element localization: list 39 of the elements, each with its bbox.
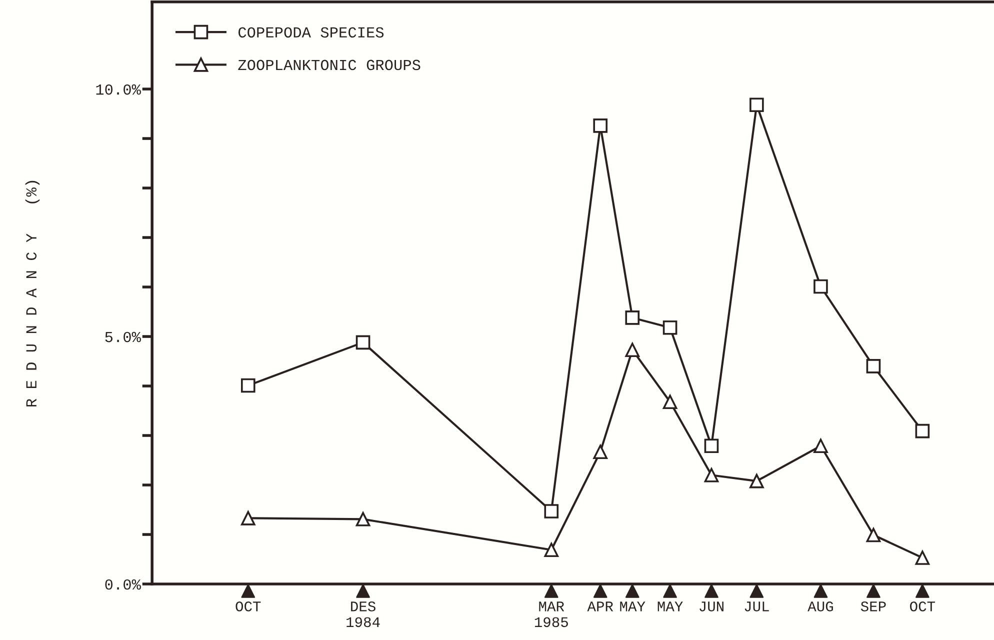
point <box>625 310 640 325</box>
legend-label: ZOOPLANKTONIC GROUPS <box>238 60 420 70</box>
x-tick-label: MAY <box>620 602 646 612</box>
point <box>544 542 559 557</box>
x-tick-label: MAR 1985 <box>534 602 568 628</box>
point <box>866 528 881 542</box>
x-tick-label: MAY <box>658 602 683 612</box>
y-tick-label: 5.0% <box>105 332 141 342</box>
y-axis-title: R E D U N D A N C Y (%) <box>25 180 40 406</box>
x-tick-label: AUG <box>808 601 833 612</box>
point <box>704 438 719 454</box>
point <box>593 118 608 133</box>
legend-label: COPEPODA SPECIES <box>238 27 384 38</box>
x-tick-label: SEP <box>860 601 886 612</box>
point <box>750 474 764 488</box>
point <box>240 378 256 393</box>
x-tick-label: OCT <box>236 601 261 612</box>
point <box>750 98 764 112</box>
point <box>814 438 828 454</box>
point <box>544 504 559 518</box>
y-tick-label: 0.0% <box>105 579 141 590</box>
x-tick-label: OCT <box>910 601 936 612</box>
x-tick-label: APR <box>587 602 614 612</box>
point <box>625 342 640 358</box>
point <box>866 359 881 374</box>
point <box>662 394 678 410</box>
x-tick-label: JUL <box>744 602 769 612</box>
point <box>814 279 828 294</box>
point <box>662 320 678 335</box>
point <box>593 444 608 459</box>
point <box>704 468 719 482</box>
x-tick-label: JUN <box>700 602 724 612</box>
point <box>915 424 930 438</box>
point <box>356 335 370 350</box>
x-tick-label: DES 1984 <box>346 601 380 628</box>
point <box>356 512 370 526</box>
point <box>915 550 930 565</box>
point <box>240 511 256 526</box>
y-tick-label: 10.0% <box>96 84 141 95</box>
